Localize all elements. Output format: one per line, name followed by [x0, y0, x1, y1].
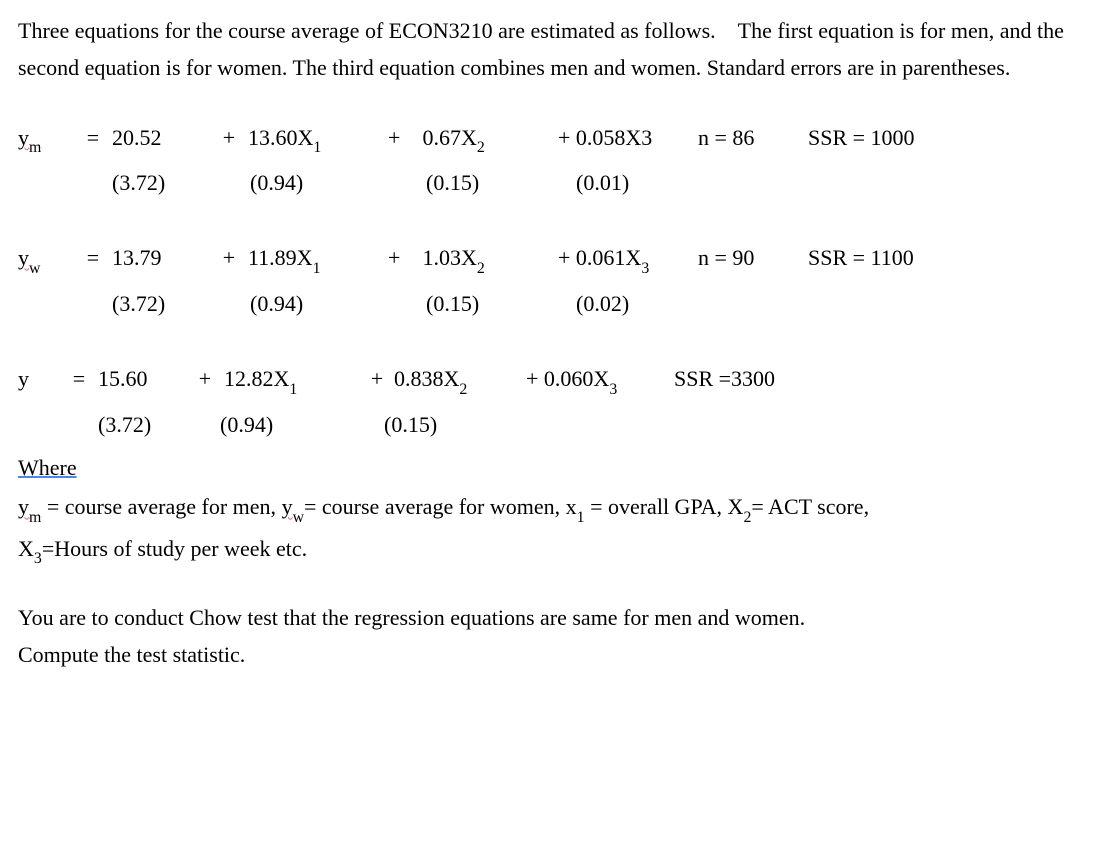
- where-x2-sub: 2: [743, 509, 751, 526]
- eq1-plus1: +: [210, 119, 248, 156]
- where-yw-sub: w: [293, 509, 304, 526]
- eq2-se-x3: (0.02): [576, 285, 696, 322]
- eq2-y-sub: w: [29, 260, 40, 277]
- eq2-x3-prefix: +: [558, 245, 570, 270]
- where-ym-sub: m: [29, 509, 41, 526]
- eq1-equals: =: [74, 119, 112, 156]
- eq3-x2-sub: 2: [459, 381, 467, 398]
- equation-3-stderrors: (3.72) (0.94) (0.15): [18, 406, 1094, 443]
- eq3-x2-coef: 0.838X: [394, 366, 459, 391]
- task-paragraph: You are to conduct Chow test that the re…: [18, 599, 1094, 674]
- eq3-equals: =: [60, 360, 98, 397]
- task-line-1: You are to conduct Chow test that the re…: [18, 599, 1094, 636]
- equation-1-stderrors: (3.72) (0.94) (0.15) (0.01): [18, 164, 1094, 201]
- eq1-x1-sub: 1: [313, 139, 321, 156]
- eq1-x2-coef: 0.67X: [423, 125, 477, 150]
- equation-1-coefficients: ym = 20.52 + 13.60X1 + 0.67X2 + 0.058X3 …: [18, 119, 1094, 160]
- eq3-y: y: [18, 360, 60, 397]
- eq1-ssr: SSR = 1000: [808, 119, 968, 156]
- eq3-plus1: +: [186, 360, 224, 397]
- eq1-y-sub: m: [29, 139, 41, 156]
- eq3-se-x1: (0.94): [220, 406, 384, 443]
- eq3-se-intercept: (3.72): [98, 406, 220, 443]
- where-line1-post-x2: = ACT score,: [751, 494, 869, 519]
- equation-3-coefficients: y = 15.60 + 12.82X1 + 0.838X2 + 0.060X3 …: [18, 360, 1094, 401]
- equation-2-stderrors: (3.72) (0.94) (0.15) (0.02): [18, 285, 1094, 322]
- where-ym-base: y: [18, 494, 29, 519]
- eq1-x3-coef: 0.058X3: [576, 125, 652, 150]
- eq2-ssr: SSR = 1100: [808, 239, 968, 276]
- eq2-plus2: +: [388, 239, 406, 276]
- eq1-x1-coef: 13.60X: [248, 125, 313, 150]
- where-x1-sub: 1: [577, 509, 585, 526]
- eq2-x3-coef: 0.061X: [576, 245, 641, 270]
- eq1-intercept: 20.52: [112, 119, 210, 156]
- where-line-2: X3=Hours of study per week etc.: [18, 530, 1094, 571]
- eq3-x1-coef: 12.82X: [224, 366, 289, 391]
- eq2-se-x1: (0.94): [250, 285, 426, 322]
- where-line-1: ym = course average for men, yw= course …: [18, 488, 1094, 529]
- eq1-se-intercept: (3.72): [112, 164, 250, 201]
- eq3-se-x2: (0.15): [384, 406, 524, 443]
- eq2-x1-coef: 11.89X: [248, 245, 313, 270]
- eq3-x1-sub: 1: [289, 381, 297, 398]
- where-line1-post-yw: = course average for women, x: [304, 494, 577, 519]
- eq1-se-x3: (0.01): [576, 164, 696, 201]
- eq1-se-x2: (0.15): [426, 164, 576, 201]
- where-section: Where ym = course average for men, yw= c…: [18, 449, 1094, 571]
- eq2-x2-coef: 1.03X: [423, 245, 477, 270]
- equation-2-coefficients: yw = 13.79 + 11.89X1 + 1.03X2 + 0.061X3 …: [18, 239, 1094, 280]
- eq3-ssr: SSR =3300: [674, 360, 834, 397]
- where-line1-post-x1: = overall GPA, X: [585, 494, 744, 519]
- eq1-x2-sub: 2: [477, 139, 485, 156]
- where-line2-pre: X: [18, 536, 34, 561]
- equation-3: y = 15.60 + 12.82X1 + 0.838X2 + 0.060X3 …: [18, 360, 1094, 443]
- eq2-plus1: +: [210, 239, 248, 276]
- eq3-intercept: 15.60: [98, 360, 186, 397]
- where-line2-post: =Hours of study per week etc.: [42, 536, 307, 561]
- where-heading: Where: [18, 449, 1094, 486]
- eq2-se-x2: (0.15): [426, 285, 576, 322]
- eq3-x3-sub: 3: [609, 381, 617, 398]
- eq1-x3-prefix: +: [558, 125, 570, 150]
- eq2-n: n = 90: [698, 239, 808, 276]
- eq2-intercept: 13.79: [112, 239, 210, 276]
- where-yw-base: y: [282, 494, 293, 519]
- eq2-equals: =: [74, 239, 112, 276]
- intro-paragraph: Three equations for the course average o…: [18, 12, 1094, 87]
- eq1-n: n = 86: [698, 119, 808, 156]
- eq3-plus2: +: [360, 360, 394, 397]
- eq2-x1-sub: 1: [313, 260, 321, 277]
- eq1-plus2: +: [388, 119, 406, 156]
- eq2-x2-sub: 2: [477, 260, 485, 277]
- where-line1-pre: = course average for men,: [41, 494, 281, 519]
- eq2-y-base: y: [18, 245, 29, 270]
- eq2-x3-sub: 3: [641, 260, 649, 277]
- eq3-x3-prefix: +: [526, 366, 538, 391]
- eq1-se-x1: (0.94): [250, 164, 426, 201]
- where-x3-sub: 3: [34, 550, 42, 567]
- equation-1: ym = 20.52 + 13.60X1 + 0.67X2 + 0.058X3 …: [18, 119, 1094, 202]
- eq1-y-base: y: [18, 125, 29, 150]
- where-label: Where: [18, 455, 77, 480]
- eq2-se-intercept: (3.72): [112, 285, 250, 322]
- equation-2: yw = 13.79 + 11.89X1 + 1.03X2 + 0.061X3 …: [18, 239, 1094, 322]
- task-line-2: Compute the test statistic.: [18, 636, 1094, 673]
- eq3-x3-coef: 0.060X: [544, 366, 609, 391]
